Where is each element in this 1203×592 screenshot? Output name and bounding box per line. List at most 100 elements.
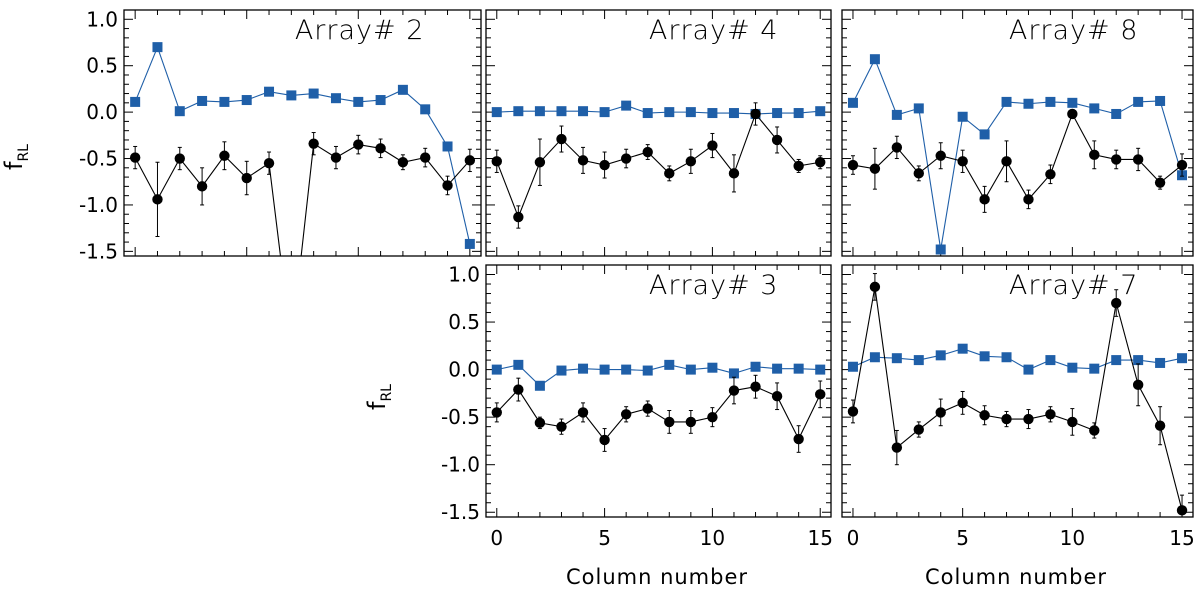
data-point-circle bbox=[577, 155, 589, 166]
y-tick-label: -1.0 bbox=[79, 193, 118, 217]
panel-1: 1.0 0.5 0.0 -0.5 -1.0 -1.5 Array# 2 bbox=[79, 7, 482, 349]
x-tick-label: 0 bbox=[847, 526, 860, 550]
panel-title: Array# 7 bbox=[1009, 270, 1139, 301]
panel-title: Array# 2 bbox=[295, 15, 425, 46]
data-point-circle bbox=[1154, 177, 1166, 188]
data-point-circle bbox=[1001, 413, 1012, 425]
data-point-square bbox=[130, 96, 141, 107]
panel-data bbox=[491, 359, 826, 453]
data-point-circle bbox=[620, 153, 632, 164]
data-point-circle bbox=[1154, 420, 1166, 431]
ylabel-bottom-sub: RL bbox=[379, 384, 395, 402]
panel-data bbox=[491, 100, 826, 229]
data-point-square bbox=[664, 359, 675, 370]
data-point-square bbox=[264, 86, 275, 97]
y-tick-label: -1.5 bbox=[79, 239, 118, 263]
data-point-circle bbox=[513, 384, 524, 395]
ylabel-top-sub: RL bbox=[16, 144, 32, 162]
data-point-square bbox=[1111, 355, 1122, 366]
data-point-square bbox=[599, 364, 610, 375]
y-tick-label: -1.5 bbox=[441, 500, 480, 524]
panel-data bbox=[847, 54, 1188, 255]
data-point-circle bbox=[685, 416, 697, 428]
data-point-circle bbox=[1111, 297, 1122, 309]
data-point-square bbox=[707, 362, 718, 373]
ylabel-bottom: fRL bbox=[363, 384, 395, 410]
series-line bbox=[852, 112, 1183, 201]
panel-data bbox=[129, 42, 476, 349]
data-point-circle bbox=[196, 181, 208, 192]
data-point-circle bbox=[420, 152, 431, 163]
data-point-circle bbox=[397, 157, 409, 168]
data-point-square bbox=[815, 364, 826, 375]
data-point-circle bbox=[891, 142, 903, 153]
panel-frame bbox=[841, 264, 1194, 518]
data-point-square bbox=[1023, 98, 1034, 109]
data-point-circle bbox=[979, 194, 990, 205]
data-point-circle bbox=[1023, 194, 1034, 205]
data-point-circle bbox=[286, 339, 296, 349]
data-point-circle bbox=[815, 157, 826, 168]
data-point-circle bbox=[771, 391, 783, 402]
data-point-square bbox=[534, 380, 545, 391]
data-point-square bbox=[869, 54, 880, 65]
data-point-circle bbox=[685, 156, 697, 167]
data-point-circle bbox=[642, 146, 653, 158]
y-tick-label: 1.0 bbox=[448, 263, 480, 287]
x-tick-label: 5 bbox=[956, 526, 969, 550]
data-point-square bbox=[330, 93, 341, 104]
data-point-square bbox=[464, 238, 475, 249]
data-point-square bbox=[642, 108, 653, 119]
data-point-circle bbox=[707, 140, 718, 151]
data-point-square bbox=[1089, 363, 1100, 374]
x-tick-label: 10 bbox=[1060, 526, 1085, 550]
data-point-circle bbox=[263, 157, 275, 169]
data-point-square bbox=[957, 343, 968, 354]
data-point-circle bbox=[847, 406, 859, 417]
x-tick-label: 15 bbox=[807, 526, 832, 550]
data-point-square bbox=[815, 106, 826, 117]
data-point-square bbox=[1155, 357, 1166, 368]
data-point-circle bbox=[1132, 154, 1144, 165]
panel-3: Array# 8 bbox=[841, 9, 1194, 257]
data-point-square bbox=[685, 107, 696, 118]
data-point-circle bbox=[491, 156, 502, 167]
data-point-circle bbox=[1089, 425, 1100, 436]
panel-frame bbox=[841, 9, 1194, 257]
data-point-circle bbox=[534, 157, 546, 168]
data-point-circle bbox=[442, 180, 453, 191]
y-tick-label: 0.0 bbox=[448, 358, 480, 382]
data-point-circle bbox=[728, 168, 740, 179]
data-point-square bbox=[772, 363, 783, 374]
data-point-square bbox=[1089, 103, 1100, 114]
data-point-circle bbox=[979, 410, 990, 421]
panel-title: Array# 8 bbox=[1009, 15, 1139, 46]
data-point-circle bbox=[935, 407, 946, 418]
x-tick-label: 15 bbox=[1169, 526, 1194, 550]
x-tick-label: 10 bbox=[700, 526, 725, 550]
data-point-square bbox=[491, 107, 502, 118]
data-point-square bbox=[891, 353, 902, 364]
data-point-circle bbox=[491, 407, 502, 418]
data-point-circle bbox=[620, 409, 632, 420]
data-point-square bbox=[197, 95, 208, 106]
xlabel-left: Column number bbox=[566, 565, 748, 588]
data-point-square bbox=[957, 111, 968, 122]
data-point-square bbox=[556, 365, 567, 376]
data-point-square bbox=[1001, 352, 1012, 363]
data-point-square bbox=[664, 107, 675, 118]
data-point-square bbox=[286, 90, 297, 101]
data-point-square bbox=[1177, 353, 1188, 364]
data-point-square bbox=[442, 141, 453, 152]
data-point-circle bbox=[308, 138, 319, 149]
data-point-square bbox=[578, 106, 589, 117]
panel-frame bbox=[485, 264, 832, 518]
y-tick-label: 0.5 bbox=[86, 54, 118, 78]
data-point-circle bbox=[793, 433, 804, 445]
data-point-circle bbox=[174, 153, 185, 164]
data-point-square bbox=[979, 129, 990, 140]
data-point-square bbox=[1133, 355, 1144, 366]
data-point-circle bbox=[375, 143, 386, 154]
x-tick-label: 5 bbox=[598, 526, 611, 550]
